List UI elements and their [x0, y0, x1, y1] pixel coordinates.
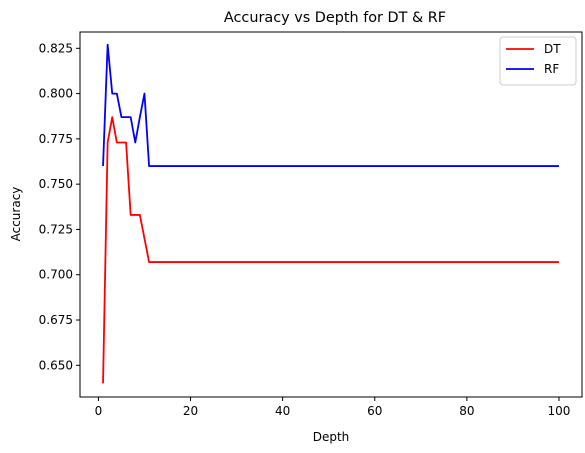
x-tick-label: 0	[95, 404, 103, 418]
y-tick-label: 0.800	[39, 87, 73, 101]
y-tick-label: 0.775	[39, 132, 73, 146]
legend-label-dt: DT	[544, 42, 561, 56]
series-line-dt	[102, 116, 559, 384]
y-axis-label: Accuracy	[9, 187, 23, 242]
y-tick-label: 0.725	[39, 222, 73, 236]
x-axis-label: Depth	[313, 430, 350, 444]
y-tick-label: 0.825	[39, 41, 73, 55]
x-tick-label: 60	[367, 404, 382, 418]
x-tick-label: 40	[275, 404, 290, 418]
series-lines	[102, 43, 559, 384]
x-tick-label: 20	[183, 404, 198, 418]
y-tick-label: 0.675	[39, 313, 73, 327]
axis-ticks: 0 20 40 60 80 100 0.650 0.675 0.700 0.725 0.750 0.7…	[39, 41, 571, 418]
x-tick-label: 80	[459, 404, 474, 418]
y-tick-label: 0.650	[39, 358, 73, 372]
legend-label-rf: RF	[544, 62, 559, 76]
series-line-rf	[102, 43, 559, 167]
y-tick-label: 0.750	[39, 177, 73, 191]
y-tick-label: 0.700	[39, 268, 73, 282]
plot-frame	[79, 31, 583, 398]
legend: DT RF	[499, 36, 577, 86]
x-tick-label: 100	[548, 404, 571, 418]
legend-box	[499, 36, 577, 86]
chart-title: Accuracy vs Depth for DT & RF	[224, 10, 446, 26]
